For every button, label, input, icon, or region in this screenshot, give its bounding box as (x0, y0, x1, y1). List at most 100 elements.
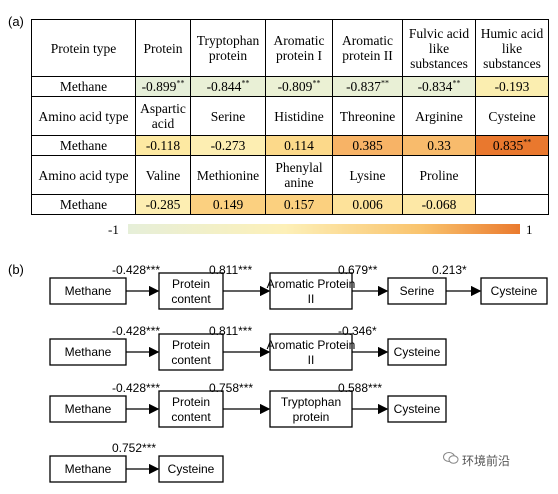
table-cell: Threonine (332, 96, 403, 136)
path-node-label: Cysteine (168, 462, 215, 476)
table-cell (475, 194, 549, 215)
table-cell: Amino acid type (31, 96, 136, 136)
cell-text: -0.844 (206, 79, 242, 94)
cell-text: -0.837 (346, 79, 381, 94)
cell-text: 0.006 (352, 197, 383, 212)
path-coefficient: 0.213* (432, 263, 467, 277)
table-cell: -0.844** (190, 76, 266, 97)
path-coefficient: 0.679** (338, 263, 378, 277)
path-node-box (49, 395, 127, 423)
path-coefficient: 0.752*** (112, 441, 156, 455)
path-node-box (387, 338, 447, 366)
table-cell: Valine (135, 155, 191, 195)
path-node-box (49, 277, 127, 305)
table-cell: 0.835** (475, 135, 549, 156)
colorbar-min-label: -1 (108, 222, 119, 237)
cell-text: Methane (59, 197, 108, 212)
correlation-table: Protein type Protein Tryptophan protein Aro… (31, 19, 549, 228)
cell-text: Methane (59, 138, 108, 153)
cell-text: Aromatic protein II (342, 33, 393, 63)
path-coefficient: -0.346* (338, 324, 377, 338)
table-cell: Protein type (31, 19, 136, 77)
path-node-label: II (308, 292, 315, 306)
cell-text: Methane (59, 79, 108, 94)
cell-text: Lysine (349, 167, 386, 183)
cell-text: Tryptophan protein (196, 33, 260, 63)
path-node-label: Methane (65, 402, 112, 416)
path-node-box (480, 277, 548, 305)
path-node-label: content (171, 353, 211, 367)
cell-text: -0.273 (210, 138, 246, 153)
cell-text: -0.193 (494, 79, 530, 94)
cell-text: 0.157 (283, 197, 315, 212)
significance-mark: ** (380, 78, 389, 88)
panel-a-label: (a) (8, 14, 24, 29)
table-cell: Methane (31, 76, 136, 97)
table-cell: -0.118 (135, 135, 191, 156)
cell-text: 0.835 (492, 138, 524, 153)
table-row-values: Methane -0.899** -0.844** -0.809** -0.837** -… (31, 76, 549, 97)
table-cell: Methionine (190, 155, 266, 195)
cell-text: -0.285 (145, 197, 181, 212)
path-node-label: Methane (65, 284, 112, 298)
path-coefficient: 0.811*** (209, 324, 252, 338)
path-node-label: Protein (172, 277, 210, 291)
path-node-box (49, 338, 127, 366)
path-node-label: Protein (172, 338, 210, 352)
table-cell: Amino acid type (31, 155, 136, 195)
cell-text: -0.068 (421, 197, 457, 212)
wechat-icon (443, 452, 459, 464)
cell-text: Threonine (339, 108, 396, 124)
path-coefficient: 0.758*** (209, 381, 253, 395)
table-cell: 0.149 (190, 194, 266, 215)
path-node-label: Protein (172, 395, 210, 409)
significance-mark: ** (523, 137, 532, 147)
path-node-label: Methane (65, 345, 112, 359)
table-row-header: Amino acid type Aspartic acid Serine Histid… (31, 96, 549, 136)
table-cell: Aromatic protein II (332, 19, 403, 77)
cell-text: Arginine (415, 108, 463, 124)
cell-text: Valine (145, 167, 181, 183)
path-node-label: content (171, 410, 211, 424)
colorbar (128, 224, 520, 234)
path-node-box (49, 455, 127, 483)
cell-text: Aromatic protein I (273, 33, 325, 63)
significance-mark: ** (176, 78, 185, 88)
path-node-label: content (171, 292, 211, 306)
table-cell: Humic acid like substances (475, 19, 549, 77)
cell-text: Protein (143, 40, 183, 56)
significance-mark: ** (241, 78, 250, 88)
cell-text: Histidine (274, 108, 324, 124)
path-coefficient: 0.811*** (209, 263, 252, 277)
path-node-label: Cysteine (394, 402, 441, 416)
path-node-label: II (308, 353, 315, 367)
cell-text: Aspartic acid (140, 101, 186, 131)
cell-text: Fulvic acid like substances (408, 25, 470, 71)
path-coefficient: -0.428*** (112, 324, 160, 338)
cell-text: Amino acid type (38, 108, 129, 124)
cell-text: Proline (419, 167, 459, 183)
table-cell: -0.193 (475, 76, 549, 97)
table-row-values: Methane -0.285 0.149 0.157 0.006 -0.068 (31, 194, 549, 215)
path-coefficient: -0.428*** (112, 381, 160, 395)
colorbar-max-label: 1 (526, 222, 533, 237)
table-cell: -0.068 (402, 194, 476, 215)
path-node-label: Cysteine (394, 345, 441, 359)
cell-text: Serine (210, 108, 246, 124)
path-node-label: Aromatic Protein (267, 277, 356, 291)
path-node-label: Cysteine (491, 284, 538, 298)
cell-text: 0.149 (212, 197, 244, 212)
significance-mark: ** (452, 78, 461, 88)
table-cell: Cysteine (475, 96, 549, 136)
table-cell: Lysine (332, 155, 403, 195)
path-coefficient: 0.588*** (338, 381, 382, 395)
cell-text: Amino acid type (38, 167, 129, 183)
table-cell: -0.834** (402, 76, 476, 97)
cell-text: -0.834 (417, 79, 453, 94)
cell-text: 0.385 (352, 138, 383, 153)
cell-text: 0.33 (427, 138, 451, 153)
cell-text: -0.809 (277, 79, 313, 94)
cell-text: 0.114 (284, 138, 314, 153)
cell-text: Humic acid like substances (480, 25, 544, 71)
